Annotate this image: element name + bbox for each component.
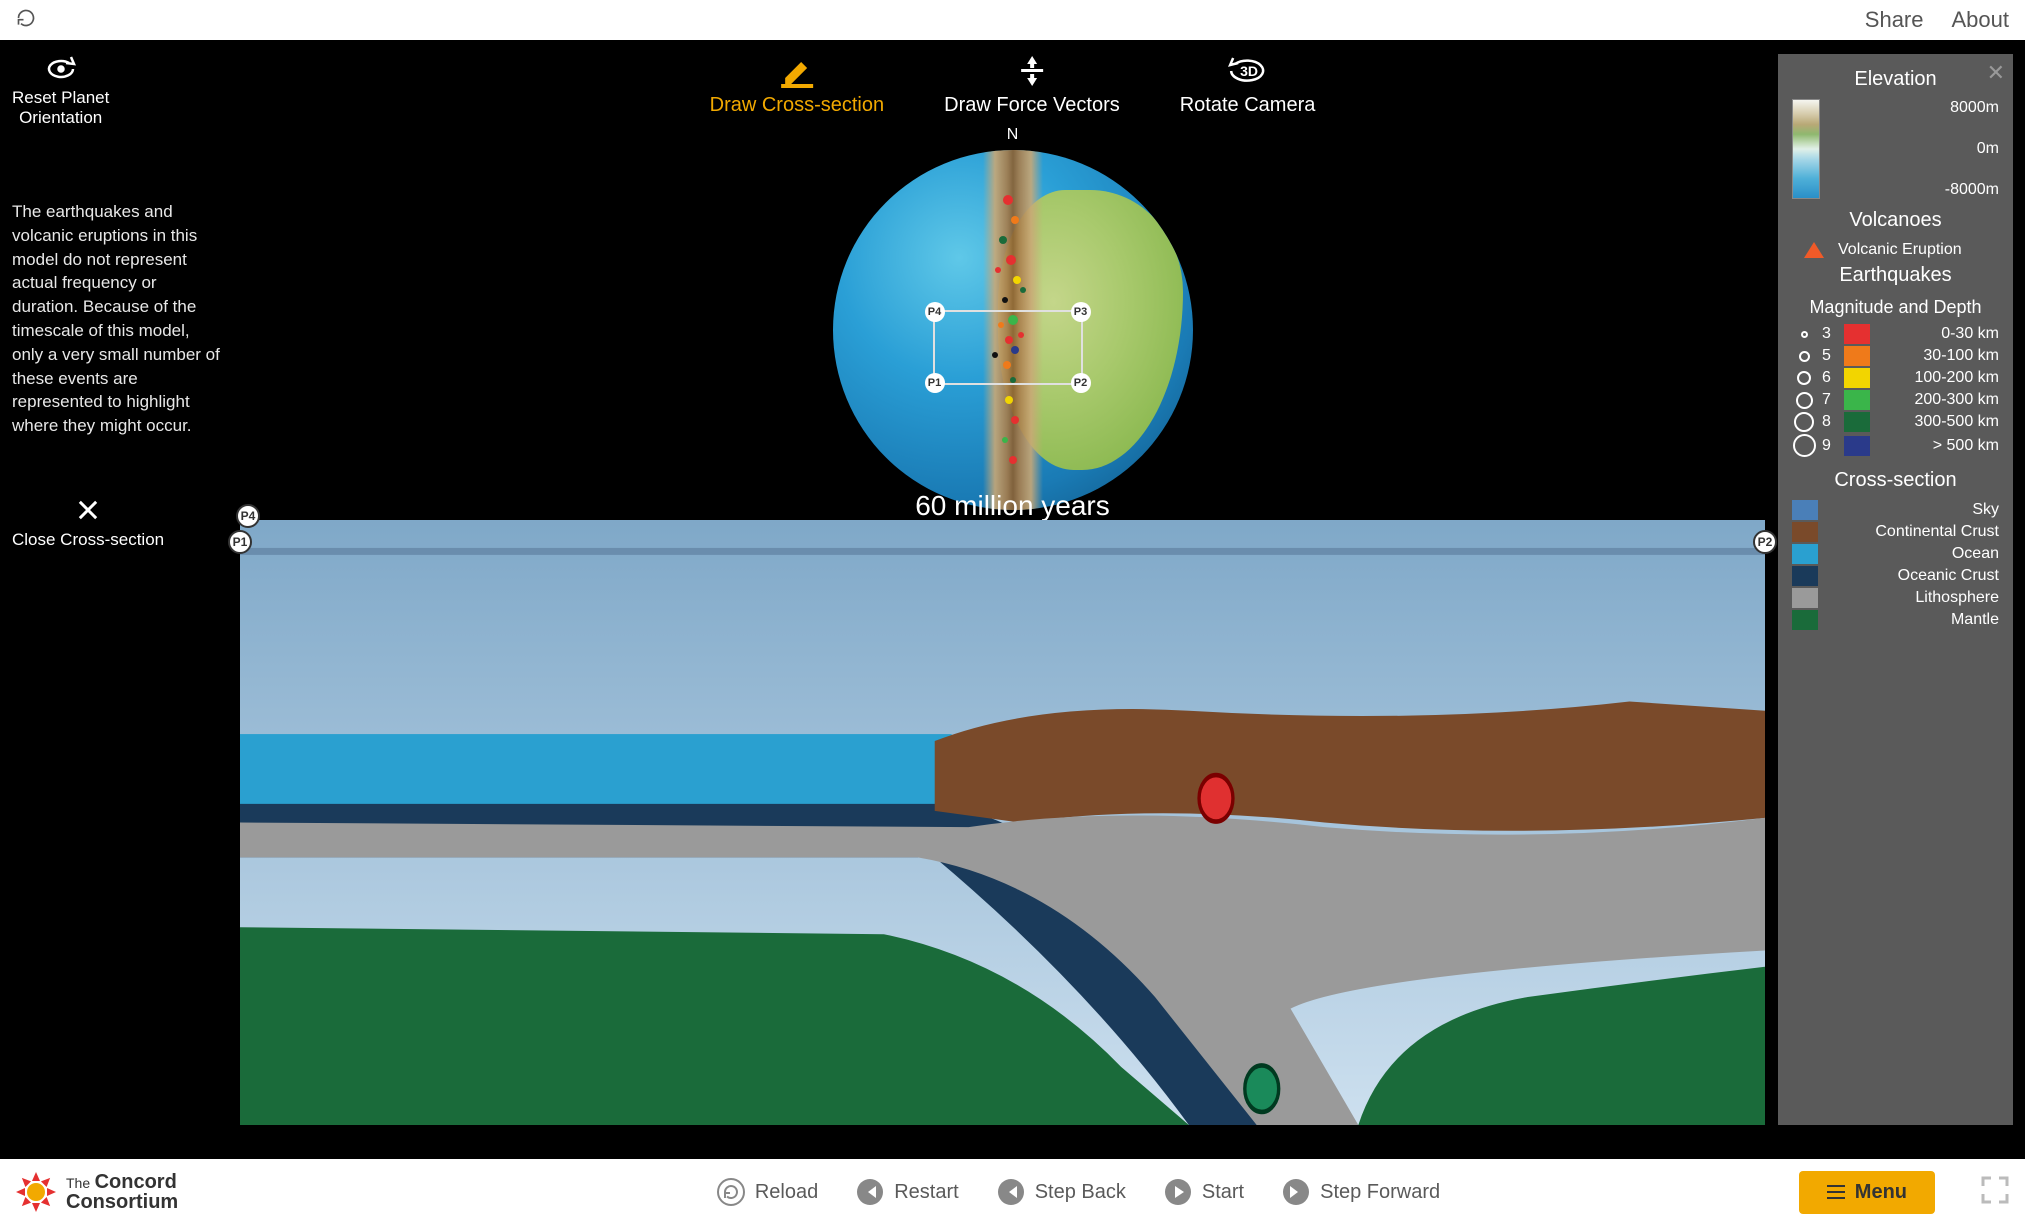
legend-cs-title: Cross-section <box>1792 469 1999 492</box>
legend-close-button[interactable]: ✕ <box>1987 60 2005 86</box>
cross-section-legend-row: Continental Crust <box>1792 522 1999 542</box>
earthquake-legend-row: 530-100 km <box>1792 346 1999 366</box>
pencil-icon <box>777 54 817 88</box>
selection-p3[interactable]: P3 <box>1071 302 1091 322</box>
reset-orientation-label: Reset Planet Orientation <box>12 88 109 129</box>
concord-logo[interactable]: The Concord Consortium <box>14 1170 178 1214</box>
force-vectors-icon <box>1015 54 1049 88</box>
hamburger-icon <box>1827 1185 1845 1199</box>
cross-section-panel: P4 P1 P2 <box>240 520 1765 1125</box>
compass-north: N <box>1007 126 1019 144</box>
selection-p4[interactable]: P4 <box>925 302 945 322</box>
play-icon <box>1164 1178 1192 1206</box>
step-forward-icon <box>1282 1178 1310 1206</box>
earthquake-legend-row: 7200-300 km <box>1792 390 1999 410</box>
share-link[interactable]: Share <box>1865 7 1924 33</box>
cross-section-legend-row: Oceanic Crust <box>1792 566 1999 586</box>
cross-section-legend-row: Sky <box>1792 500 1999 520</box>
reload-icon <box>717 1178 745 1206</box>
earthquake-legend-row: 9> 500 km <box>1792 434 1999 457</box>
description-text: The earthquakes and volcanic eruptions i… <box>12 200 222 438</box>
start-button[interactable]: Start <box>1164 1178 1244 1206</box>
cross-section-legend-row: Ocean <box>1792 544 1999 564</box>
globe[interactable]: P1 P2 P3 P4 <box>833 150 1193 510</box>
cross-section-selection-box[interactable]: P1 P2 P3 P4 <box>933 310 1083 385</box>
svg-text:3D: 3D <box>1241 63 1259 79</box>
earthquake-dot <box>1011 416 1019 424</box>
about-link[interactable]: About <box>1952 7 2010 33</box>
rotate-camera-button[interactable]: 3D Rotate Camera <box>1180 54 1316 117</box>
cs-tag-p4: P4 <box>236 504 260 528</box>
fullscreen-button[interactable] <box>1979 1174 2011 1211</box>
step-forward-button[interactable]: Step Forward <box>1282 1178 1440 1206</box>
reload-icon[interactable] <box>16 8 36 33</box>
legend-earthquakes-subtitle: Magnitude and Depth <box>1792 297 1999 318</box>
close-icon <box>74 496 102 524</box>
cs-tag-p1: P1 <box>228 530 252 554</box>
stage: Reset Planet Orientation The earthquakes… <box>0 40 2025 1159</box>
earthquake-dot <box>1003 195 1013 205</box>
reload-button[interactable]: Reload <box>717 1178 818 1206</box>
earthquake-dot <box>1005 396 1013 404</box>
earthquake-dot <box>1002 297 1008 303</box>
earthquake-dot <box>1013 276 1021 284</box>
earthquake-legend-row: 6100-200 km <box>1792 368 1999 388</box>
toolbar: Draw Cross-section Draw Force Vectors 3D… <box>710 54 1316 117</box>
earthquake-dot <box>1011 216 1019 224</box>
selection-p2[interactable]: P2 <box>1071 373 1091 393</box>
earthquake-legend-row: 30-30 km <box>1792 324 1999 344</box>
step-back-icon <box>997 1178 1025 1206</box>
reset-orientation-button[interactable]: Reset Planet Orientation <box>12 54 109 129</box>
earthquake-legend-row: 8300-500 km <box>1792 412 1999 432</box>
step-back-button[interactable]: Step Back <box>997 1178 1126 1206</box>
browser-bar: Share About <box>0 0 2025 40</box>
legend-elevation-title: Elevation <box>1792 68 1999 91</box>
cross-section-legend-row: Lithosphere <box>1792 588 1999 608</box>
rotate-3d-icon: 3D <box>1226 54 1270 88</box>
earthquake-dot <box>999 236 1007 244</box>
selection-p1[interactable]: P1 <box>925 373 945 393</box>
restart-button[interactable]: Restart <box>856 1178 958 1206</box>
legend-volcanoes-title: Volcanoes <box>1792 209 1999 232</box>
volcano-icon <box>1802 240 1826 260</box>
earthquake-dot <box>995 267 1001 273</box>
legend-earthquakes-title: Earthquakes <box>1792 264 1999 287</box>
close-cross-section-button[interactable]: Close Cross-section <box>12 496 164 550</box>
draw-cross-section-button[interactable]: Draw Cross-section <box>710 54 884 117</box>
restart-icon <box>856 1178 884 1206</box>
draw-force-vectors-button[interactable]: Draw Force Vectors <box>944 54 1120 117</box>
earthquake-dot <box>1009 456 1017 464</box>
bottom-bar: The Concord Consortium Reload Restart St… <box>0 1159 2025 1225</box>
elevation-gradient <box>1792 99 1820 199</box>
earthquake-dot <box>1002 437 1008 443</box>
cross-section-svg <box>240 520 1765 1125</box>
years-label: 60 million years <box>915 490 1110 522</box>
cross-section-legend-row: Mantle <box>1792 610 1999 630</box>
logo-icon <box>14 1170 58 1214</box>
cs-tag-p2: P2 <box>1753 530 1777 554</box>
menu-button[interactable]: Menu <box>1799 1171 1935 1214</box>
legend-panel: ✕ Elevation 8000m 0m -8000m Volcanoes Vo… <box>1778 54 2013 1125</box>
earthquake-dot <box>1020 287 1026 293</box>
earthquake-dot <box>1006 255 1016 265</box>
